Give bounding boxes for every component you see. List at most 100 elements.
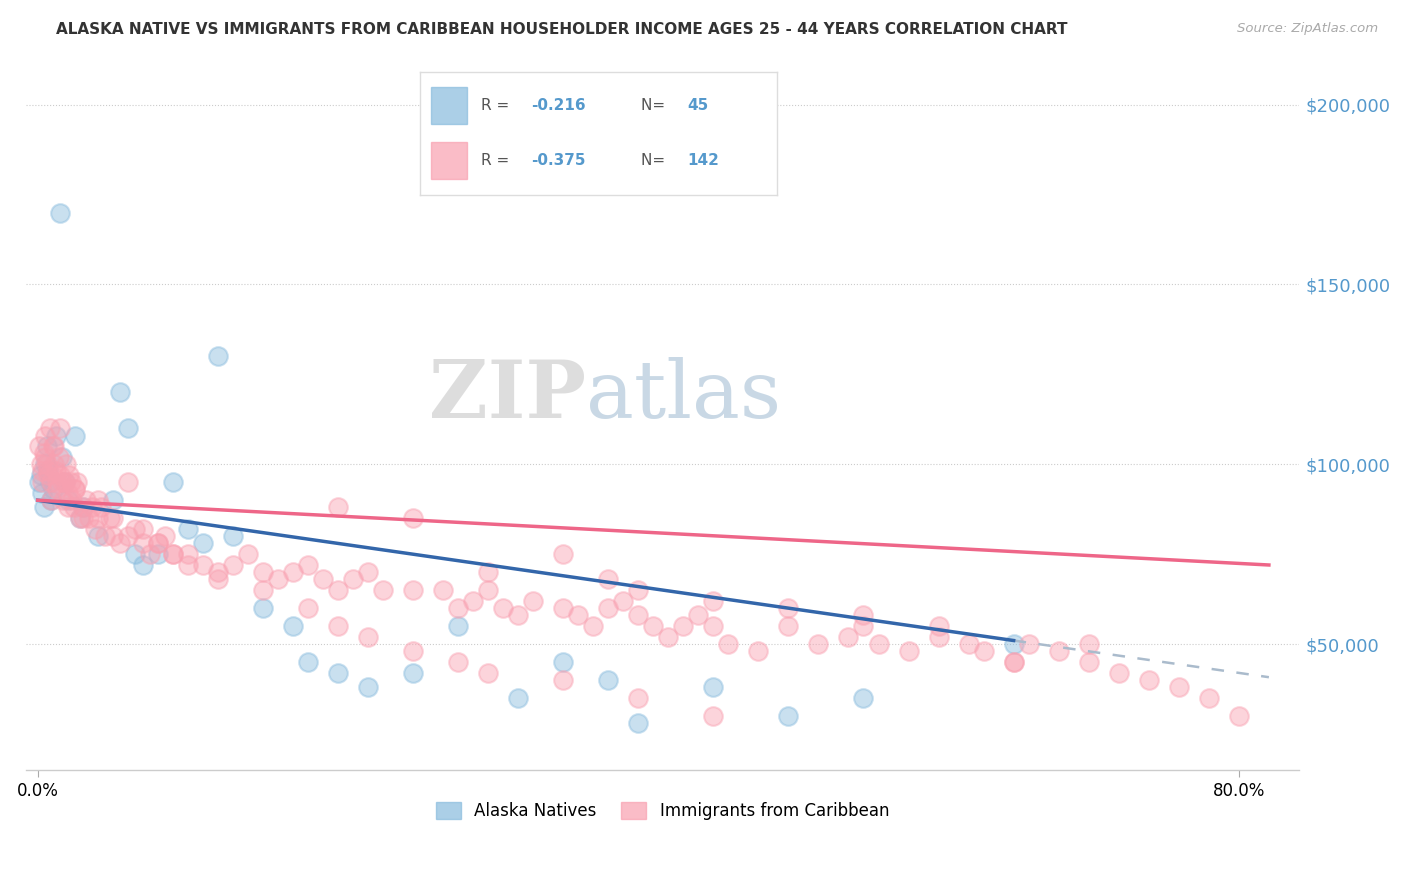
Point <box>162 547 184 561</box>
Point <box>1198 691 1220 706</box>
Point <box>643 619 665 633</box>
Point <box>49 421 72 435</box>
Point <box>1002 655 1025 669</box>
Point <box>402 665 425 680</box>
Point <box>702 619 724 633</box>
Point <box>326 665 349 680</box>
Point <box>778 619 800 633</box>
Point <box>55 458 77 472</box>
Point <box>177 547 200 561</box>
Point <box>326 583 349 598</box>
Point <box>49 468 72 483</box>
Point <box>672 619 695 633</box>
Point <box>177 522 200 536</box>
Point <box>461 594 484 608</box>
Point <box>447 601 470 615</box>
Point <box>868 637 890 651</box>
Point <box>1137 673 1160 687</box>
Point <box>207 350 229 364</box>
Point <box>32 446 55 460</box>
Point <box>30 458 52 472</box>
Point <box>56 500 79 515</box>
Point <box>598 601 620 615</box>
Point <box>973 644 995 658</box>
Point <box>432 583 454 598</box>
Point <box>46 483 69 497</box>
Point <box>49 205 72 219</box>
Point <box>53 475 76 490</box>
Point <box>702 680 724 694</box>
Point <box>69 511 91 525</box>
Text: ALASKA NATIVE VS IMMIGRANTS FROM CARIBBEAN HOUSEHOLDER INCOME AGES 25 - 44 YEARS: ALASKA NATIVE VS IMMIGRANTS FROM CARIBBE… <box>56 22 1067 37</box>
Point <box>477 665 499 680</box>
Point <box>124 522 146 536</box>
Point <box>72 500 94 515</box>
Point <box>35 439 58 453</box>
Point <box>87 529 110 543</box>
Point <box>807 637 830 651</box>
Point <box>62 500 84 515</box>
Point <box>402 583 425 598</box>
Point <box>236 547 259 561</box>
Point <box>191 536 214 550</box>
Point <box>1077 637 1099 651</box>
Point <box>702 594 724 608</box>
Point <box>124 547 146 561</box>
Point <box>30 468 52 483</box>
Point <box>44 458 66 472</box>
Point <box>83 522 105 536</box>
Point <box>553 547 575 561</box>
Point <box>63 483 86 497</box>
Point <box>31 475 53 490</box>
Point <box>37 465 59 479</box>
Point <box>447 655 470 669</box>
Point <box>63 428 86 442</box>
Point <box>101 493 124 508</box>
Point <box>31 486 53 500</box>
Point <box>39 493 62 508</box>
Point <box>297 601 319 615</box>
Point <box>252 565 274 579</box>
Point <box>402 644 425 658</box>
Point <box>326 619 349 633</box>
Point <box>162 547 184 561</box>
Point <box>612 594 634 608</box>
Point <box>87 511 110 525</box>
Point <box>1108 665 1130 680</box>
Point <box>34 428 56 442</box>
Point <box>132 558 155 572</box>
Point <box>582 619 605 633</box>
Point <box>110 385 132 400</box>
Point <box>312 573 335 587</box>
Point <box>41 483 63 497</box>
Point <box>477 583 499 598</box>
Point <box>110 536 132 550</box>
Point <box>1002 637 1025 651</box>
Point <box>1002 655 1025 669</box>
Point <box>297 655 319 669</box>
Point <box>357 565 380 579</box>
Point <box>627 691 650 706</box>
Point <box>207 573 229 587</box>
Point <box>837 630 859 644</box>
Point <box>48 450 70 464</box>
Point <box>222 558 245 572</box>
Point <box>852 691 875 706</box>
Point <box>117 475 139 490</box>
Point <box>32 500 55 515</box>
Point <box>146 547 169 561</box>
Point <box>688 608 710 623</box>
Point <box>598 673 620 687</box>
Point <box>928 630 950 644</box>
Point <box>56 493 79 508</box>
Point <box>51 450 73 464</box>
Point <box>627 583 650 598</box>
Point <box>28 475 51 490</box>
Point <box>342 573 364 587</box>
Point <box>928 619 950 633</box>
Point <box>252 601 274 615</box>
Point <box>39 493 62 508</box>
Point <box>717 637 740 651</box>
Point <box>101 511 124 525</box>
Point <box>957 637 980 651</box>
